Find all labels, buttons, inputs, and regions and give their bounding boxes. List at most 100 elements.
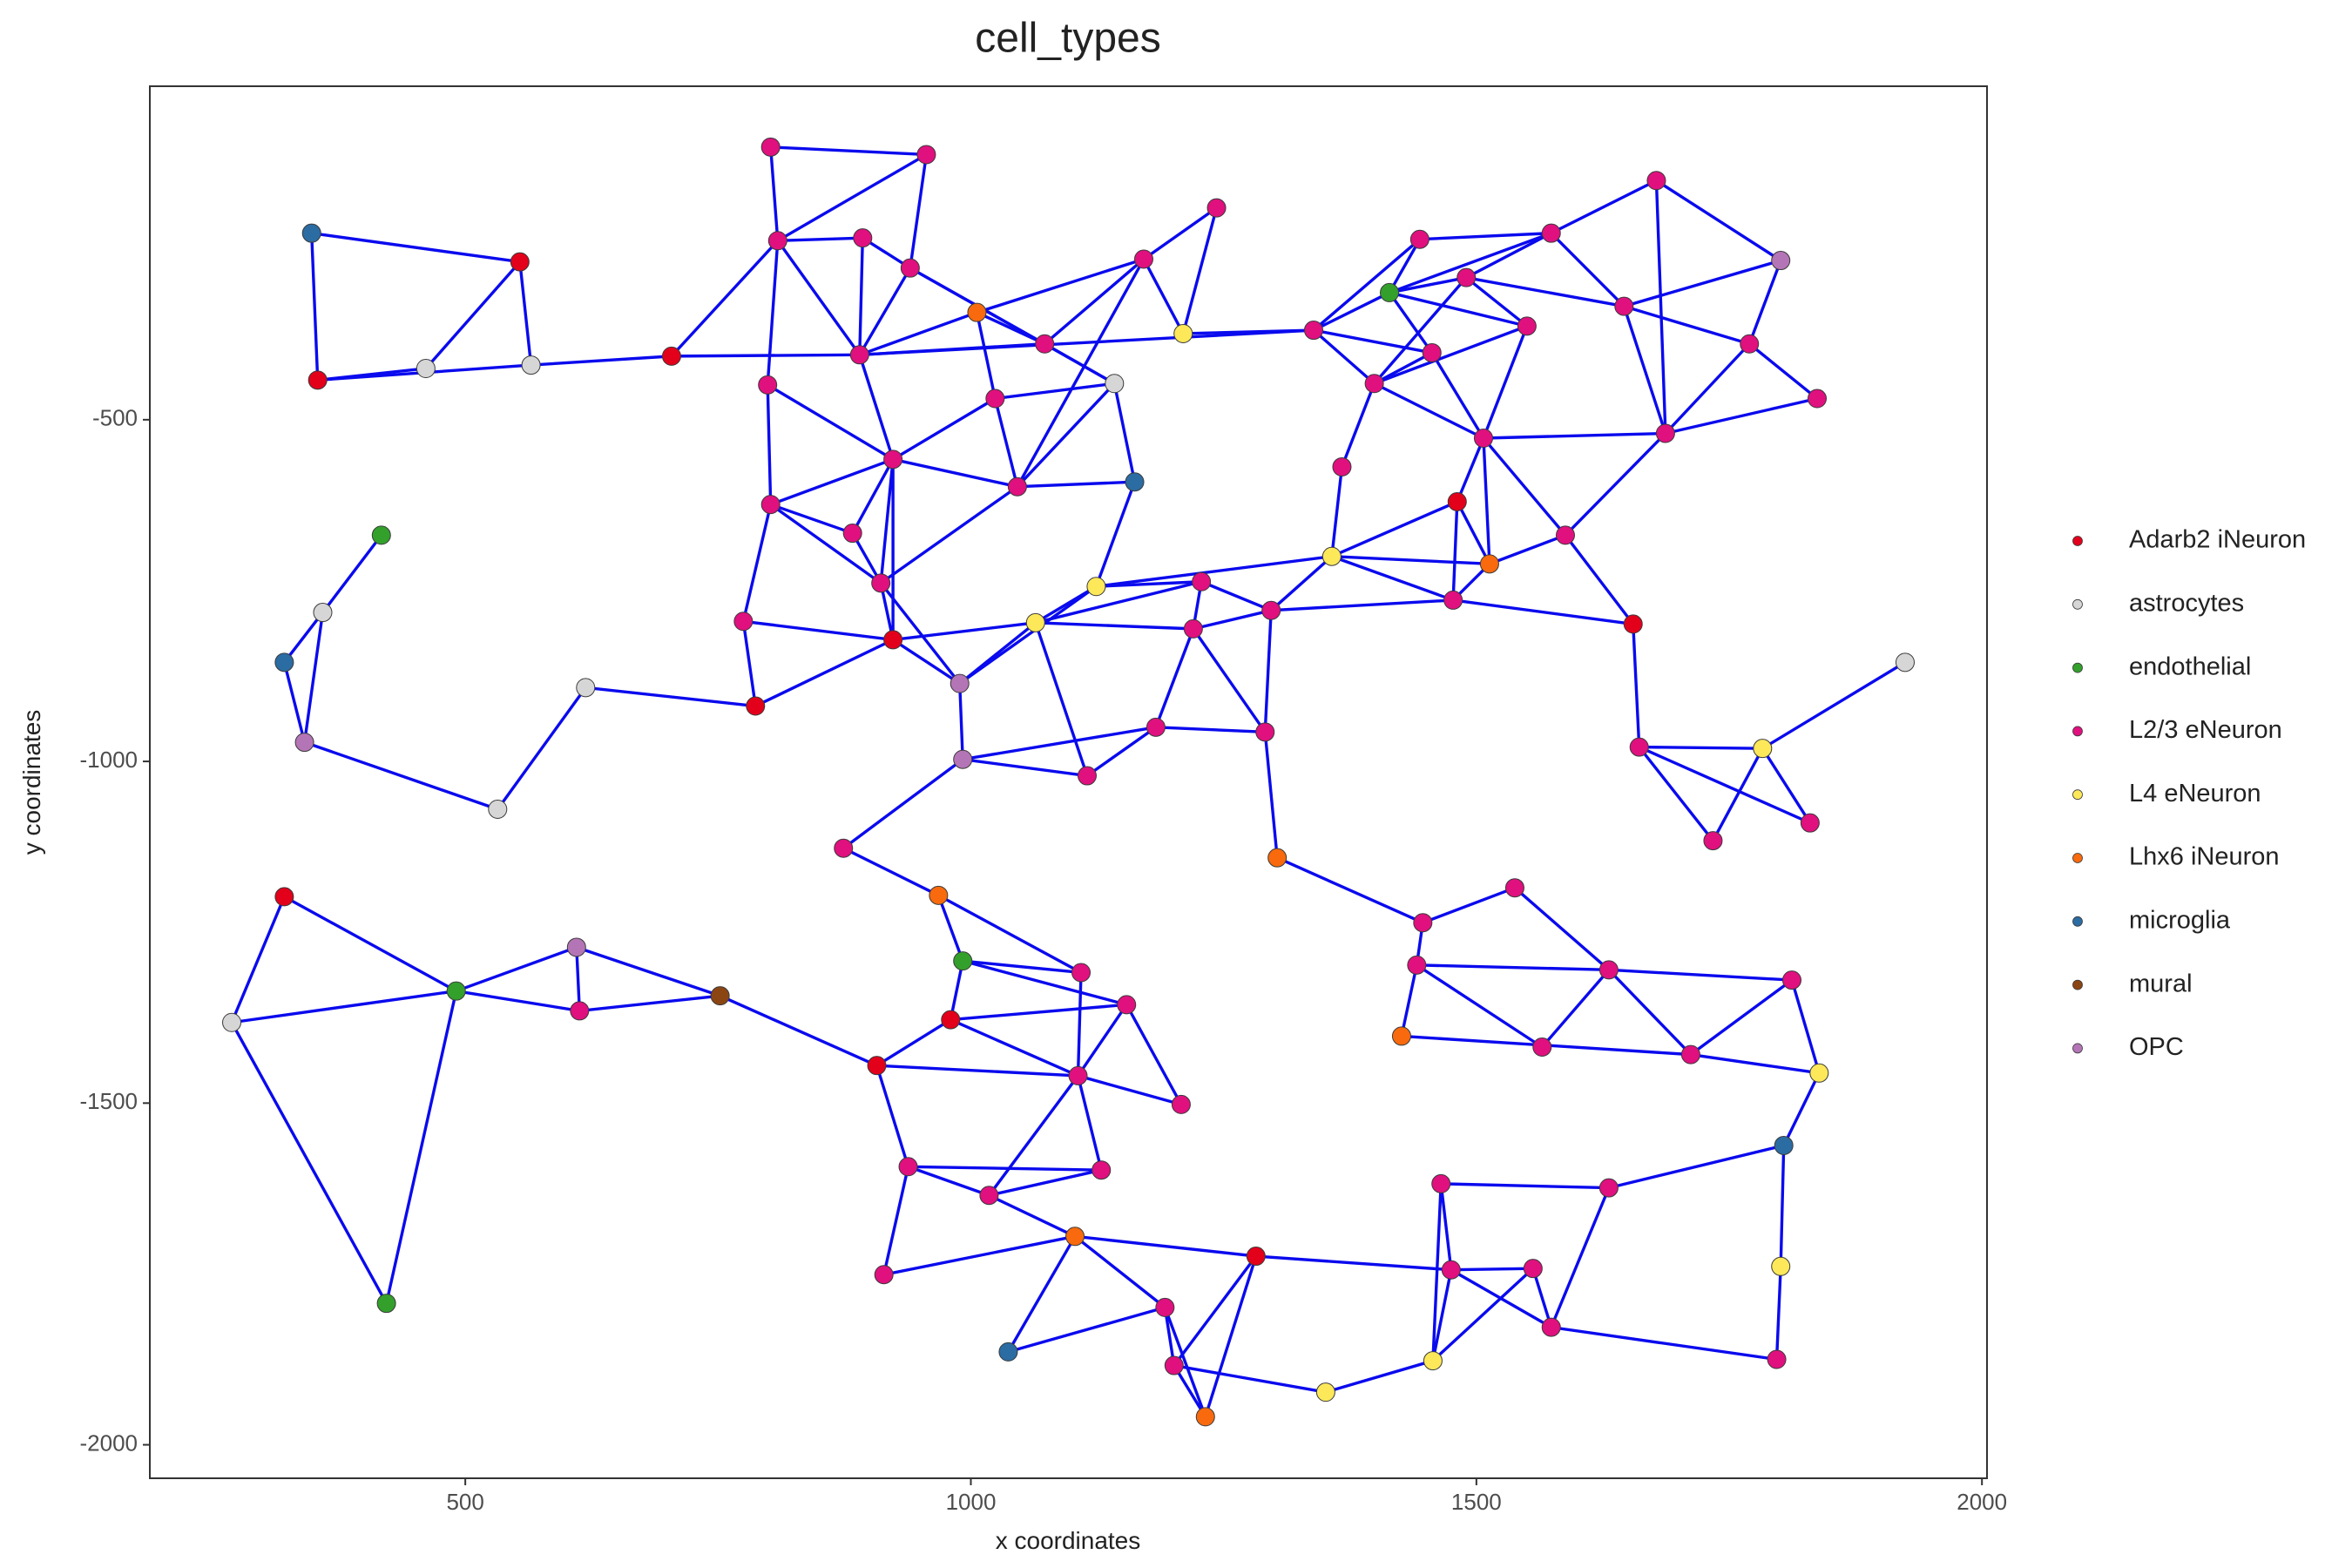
- cell-point: [849, 345, 869, 365]
- cell-point: [313, 603, 333, 623]
- edge: [1313, 291, 1390, 332]
- edge: [719, 994, 878, 1067]
- edge: [1373, 351, 1433, 385]
- edge: [1181, 207, 1219, 335]
- edge: [842, 847, 940, 897]
- edge: [1034, 585, 1098, 625]
- cell-point: [1086, 577, 1106, 597]
- cell-point: [834, 838, 854, 858]
- edge: [962, 758, 1088, 778]
- edge: [1441, 1182, 1609, 1190]
- cell-point: [758, 375, 778, 395]
- edge: [575, 947, 581, 1011]
- edge: [321, 534, 383, 614]
- edge: [496, 686, 587, 810]
- cell-point: [1035, 334, 1055, 354]
- edge: [892, 621, 1036, 642]
- cell-point: [1065, 1227, 1085, 1247]
- edge: [1016, 382, 1116, 488]
- cell-point: [1133, 249, 1153, 269]
- cell-point: [576, 678, 596, 698]
- edge: [1173, 1255, 1258, 1367]
- cell-point: [1808, 389, 1828, 409]
- edge: [1270, 555, 1333, 612]
- edge: [950, 1018, 1079, 1078]
- edge: [958, 621, 1037, 685]
- edge: [1078, 1074, 1182, 1106]
- edge: [1450, 1267, 1533, 1272]
- edge: [1550, 179, 1658, 235]
- edge: [963, 959, 1082, 975]
- edge: [842, 758, 964, 850]
- legend-label: L4 eNeuron: [2129, 780, 2261, 808]
- edge: [283, 612, 324, 664]
- edge: [1639, 746, 1811, 825]
- edge: [766, 384, 773, 505]
- edge: [1313, 328, 1433, 355]
- y-axis-title: y coordinates: [18, 710, 45, 855]
- edge: [1400, 964, 1419, 1037]
- edges: [230, 145, 1906, 1418]
- cell-point: [308, 370, 328, 390]
- edge: [1513, 886, 1611, 971]
- legend-marker: [2072, 726, 2083, 737]
- edge: [776, 240, 862, 356]
- cell-point: [1092, 1160, 1112, 1180]
- cell-point: [1517, 316, 1537, 336]
- edge: [1607, 969, 1693, 1056]
- plot-panel: [149, 85, 1988, 1479]
- cell-point: [1646, 171, 1666, 191]
- cell-point: [941, 1010, 961, 1030]
- edge: [304, 740, 498, 811]
- cell-point: [733, 612, 754, 632]
- edge: [859, 311, 978, 356]
- legend-marker: [2072, 1043, 2083, 1054]
- edge: [741, 621, 757, 706]
- edge: [1373, 382, 1484, 440]
- edge: [1608, 1144, 1785, 1190]
- edge: [424, 260, 522, 370]
- edge: [1419, 231, 1551, 241]
- edge: [1452, 598, 1633, 626]
- edge: [1416, 963, 1609, 972]
- edge: [1331, 555, 1490, 566]
- edge: [962, 726, 1157, 761]
- cell-point: [953, 951, 973, 971]
- edge: [230, 1021, 389, 1304]
- edge: [1016, 258, 1146, 488]
- edge: [883, 1234, 1076, 1276]
- edge: [882, 1166, 910, 1275]
- cell-point: [1541, 223, 1561, 243]
- cell-point: [1555, 525, 1575, 545]
- edge: [1450, 1268, 1552, 1329]
- edge: [1076, 1075, 1103, 1171]
- cell-point: [376, 1294, 396, 1314]
- cell-point: [274, 887, 294, 907]
- edge: [995, 382, 1115, 401]
- edge: [880, 485, 1018, 585]
- edge: [1483, 431, 1666, 440]
- edge: [777, 236, 863, 242]
- edge: [1331, 500, 1458, 558]
- cell-point: [1479, 554, 1499, 574]
- edge: [1465, 275, 1625, 308]
- cell-point: [1447, 491, 1467, 511]
- edge: [876, 1064, 1078, 1078]
- edge: [282, 661, 307, 743]
- edge: [456, 945, 578, 993]
- edge: [1312, 238, 1421, 332]
- edge: [456, 989, 580, 1013]
- edge: [1255, 1254, 1451, 1272]
- edge: [1389, 275, 1467, 294]
- cell-point: [1781, 970, 1801, 990]
- edge: [1774, 1266, 1782, 1360]
- legend-label: Adarb2 iNeuron: [2129, 526, 2306, 554]
- cell-point: [1629, 737, 1649, 757]
- edge: [962, 959, 1127, 1006]
- y-tick-label: -1500: [80, 1088, 139, 1114]
- cell-point: [1541, 1317, 1561, 1337]
- edge: [909, 154, 929, 268]
- x-tick-label: 1500: [1451, 1489, 1502, 1515]
- edge: [958, 585, 1098, 686]
- cell-point: [1192, 571, 1212, 591]
